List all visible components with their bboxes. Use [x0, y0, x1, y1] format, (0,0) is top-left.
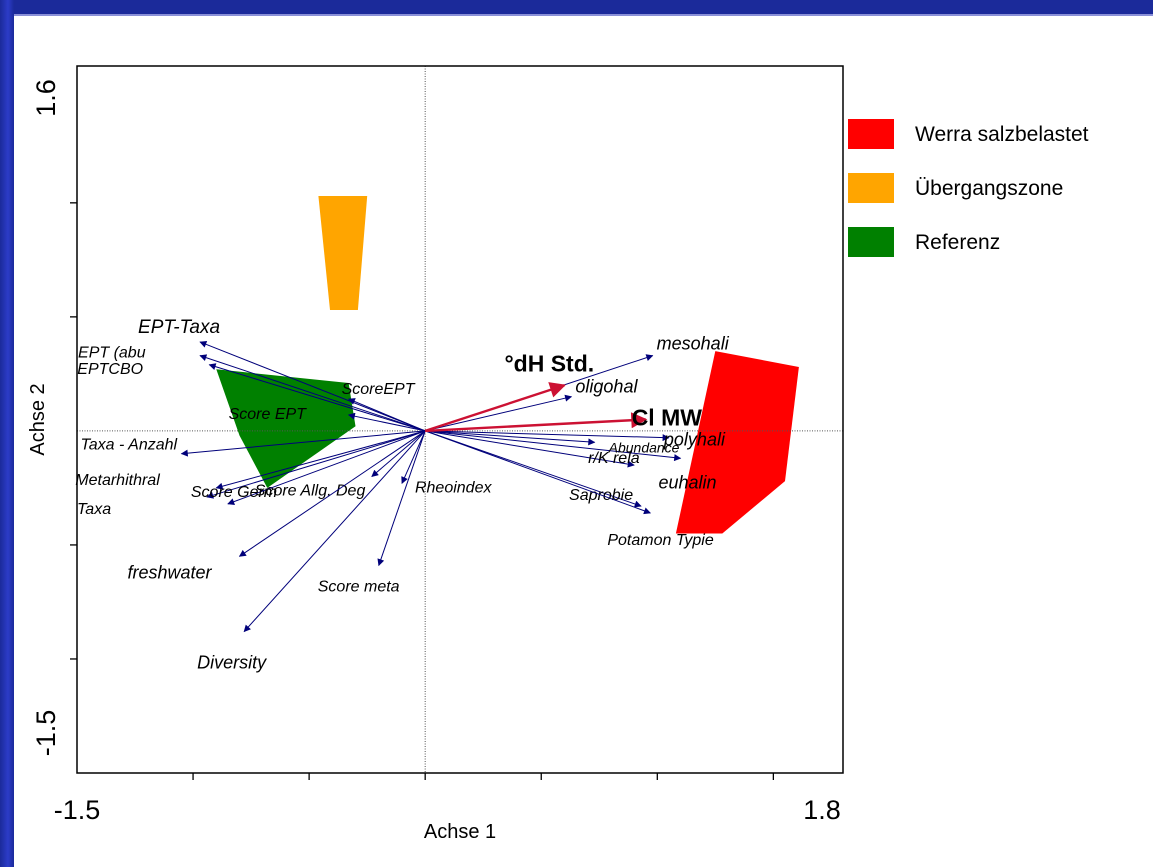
vector-r-k-rela — [425, 430, 635, 468]
vector-label-score-meta: Score meta — [318, 578, 400, 595]
vector-label-saprobie: Saprobie — [569, 487, 633, 504]
vector-label-metarhithral: Metarhithral — [75, 472, 160, 489]
vector-label-r-k-rela: r/K rela — [588, 450, 640, 467]
vector-label-polyhali: polyhali — [663, 430, 726, 450]
vector-potamon-typie — [425, 430, 651, 515]
vector-taxa-anzahl — [180, 430, 426, 457]
vector-taxa — [206, 430, 426, 499]
vector-freshwater — [238, 430, 426, 557]
env-vector-dh-std — [424, 382, 566, 433]
vector-label-ept-taxa: EPT-Taxa — [138, 317, 220, 338]
legend-swatch-referenz — [848, 227, 894, 257]
vector-score-allg-deg — [371, 430, 426, 477]
vector-rheoindex — [401, 430, 426, 484]
biplot-chart: -1.5 1.8 1.6 -1.5 Achse 1 Achse 2 mesohali olig… — [27, 65, 1089, 843]
env-vector-label-dh-std: °dH Std. — [504, 350, 594, 376]
vector-diversity — [243, 430, 426, 633]
vector-label-taxa: Taxa — [77, 501, 111, 518]
legend-swatch-übergangszone — [848, 173, 894, 203]
vector-score-meta — [377, 430, 426, 567]
y-axis-label: Achse 2 — [27, 383, 49, 455]
vector-euhalin — [425, 430, 682, 462]
vector-polyhali — [425, 430, 670, 442]
vector-metarhithral — [215, 430, 426, 490]
vector-label-score-allg-deg: Score Allg. Deg — [255, 483, 366, 500]
vector-label-score-ept: Score EPT — [229, 406, 308, 423]
vector-ept-taxa — [199, 341, 426, 432]
x-tick-label-min: -1.5 — [54, 795, 101, 825]
vector-label-potamon-typie: Potamon Typie — [607, 532, 714, 549]
group-polygon-übergangszone — [318, 196, 368, 310]
vector-eptcbo — [208, 363, 426, 432]
vector-score-ept — [347, 412, 426, 432]
x-axis-label: Achse 1 — [424, 821, 496, 843]
vector-abundance — [425, 430, 596, 446]
group-polygon-referenz — [216, 369, 356, 488]
legend-swatch-werra-salzbelastet — [848, 119, 894, 149]
vector-label-ept-abu: EPT (abu — [78, 345, 146, 362]
y-tick-label-min: -1.5 — [31, 710, 61, 757]
vector-saprobie — [425, 430, 642, 508]
vector-score-germ — [227, 430, 426, 505]
vector-label-mesohali: mesohali — [657, 334, 730, 354]
env-vector-label-cl-mw: Cl MW — [632, 405, 703, 431]
vector-label-taxa-anzahl: Taxa - Anzahl — [80, 437, 177, 454]
legend-label-übergangszone: Übergangszone — [915, 177, 1063, 200]
env-vector-cl-mw — [425, 412, 648, 433]
vector-label-rheoindex: Rheoindex — [415, 479, 493, 496]
vector-ept-abu — [199, 354, 426, 432]
vector-label-score-germ: Score Germ — [191, 484, 277, 501]
group-polygon-werra-salzbelastet — [675, 351, 799, 534]
vector-label-scoreept: ScoreEPT — [342, 381, 416, 398]
vector-label-oligohal: oligohal — [575, 377, 638, 397]
legend-label-referenz: Referenz — [915, 231, 1000, 254]
legend-label-werra-salzbelastet: Werra salzbelastet — [915, 123, 1089, 146]
vector-label-euhalin: euhalin — [659, 472, 717, 492]
vector-label-eptcbo: EPTCBO — [77, 361, 143, 378]
vector-label-freshwater: freshwater — [127, 562, 212, 582]
y-tick-label-max: 1.6 — [31, 79, 61, 117]
slide: -1.5 1.8 1.6 -1.5 Achse 1 Achse 2 mesohali olig… — [14, 14, 1153, 867]
vector-label-diversity: Diversity — [197, 653, 267, 673]
x-tick-label-max: 1.8 — [803, 795, 841, 825]
vector-oligohal — [425, 394, 573, 432]
plot-frame — [76, 65, 844, 774]
vector-label-abundance: Abundance — [608, 439, 680, 455]
